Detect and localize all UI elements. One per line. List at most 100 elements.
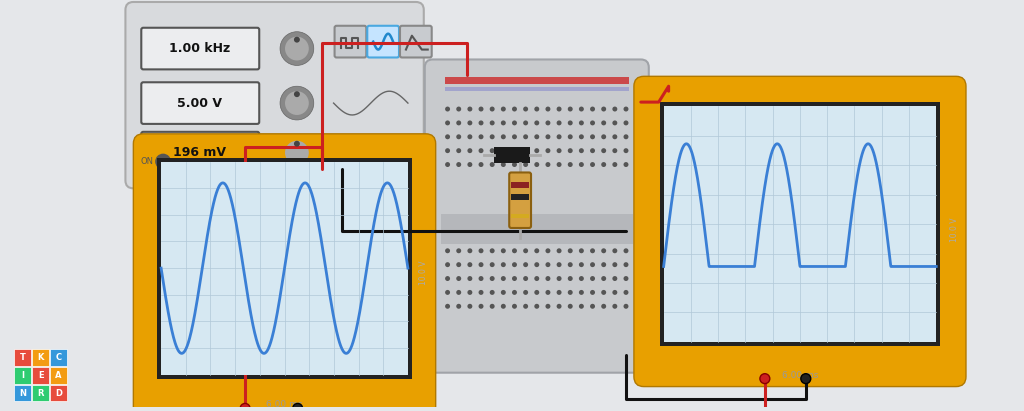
Circle shape (567, 262, 572, 267)
Circle shape (512, 304, 517, 309)
Circle shape (760, 374, 770, 383)
FancyBboxPatch shape (141, 132, 259, 173)
Circle shape (624, 304, 629, 309)
Circle shape (501, 120, 506, 125)
Bar (440, 214, 633, 244)
Circle shape (546, 304, 551, 309)
Circle shape (535, 106, 540, 111)
Circle shape (478, 262, 483, 267)
Circle shape (512, 134, 517, 139)
Circle shape (457, 106, 461, 111)
Circle shape (489, 262, 495, 267)
Circle shape (512, 248, 517, 253)
Circle shape (457, 162, 461, 167)
Circle shape (467, 120, 472, 125)
Circle shape (579, 120, 584, 125)
Circle shape (523, 276, 528, 281)
Text: 10.0 V: 10.0 V (949, 217, 958, 242)
Circle shape (445, 106, 451, 111)
Text: 5.00 V: 5.00 V (177, 97, 222, 110)
Circle shape (590, 262, 595, 267)
Bar (511, 214, 529, 218)
Circle shape (501, 276, 506, 281)
Circle shape (579, 148, 584, 153)
Circle shape (457, 120, 461, 125)
Circle shape (478, 134, 483, 139)
FancyBboxPatch shape (141, 82, 259, 124)
Circle shape (294, 141, 300, 147)
Circle shape (579, 290, 584, 295)
Circle shape (601, 304, 606, 309)
Circle shape (801, 374, 811, 383)
Circle shape (579, 276, 584, 281)
Circle shape (445, 134, 451, 139)
Bar (14, 349, 32, 366)
Bar (161, 162, 408, 375)
Circle shape (467, 290, 472, 295)
Circle shape (590, 134, 595, 139)
Circle shape (478, 148, 483, 153)
Text: ON: ON (140, 157, 154, 166)
Circle shape (590, 304, 595, 309)
Circle shape (601, 276, 606, 281)
Circle shape (557, 134, 561, 139)
Text: N: N (19, 388, 27, 397)
Circle shape (612, 134, 617, 139)
Circle shape (523, 106, 528, 111)
FancyBboxPatch shape (509, 173, 531, 228)
Circle shape (512, 290, 517, 295)
Circle shape (579, 134, 584, 139)
Circle shape (612, 304, 617, 309)
Circle shape (467, 162, 472, 167)
Circle shape (590, 106, 595, 111)
Bar (444, 87, 629, 91)
Circle shape (612, 162, 617, 167)
Text: K: K (38, 353, 44, 362)
Circle shape (579, 304, 584, 309)
Circle shape (478, 162, 483, 167)
Circle shape (557, 290, 561, 295)
Bar (32, 349, 49, 366)
Circle shape (624, 134, 629, 139)
Bar (50, 367, 67, 383)
Circle shape (285, 141, 309, 164)
Circle shape (590, 290, 595, 295)
Bar (50, 349, 67, 366)
Circle shape (457, 148, 461, 153)
Text: I: I (22, 371, 25, 380)
Circle shape (501, 134, 506, 139)
Circle shape (156, 154, 171, 169)
Circle shape (590, 120, 595, 125)
Circle shape (523, 134, 528, 139)
Circle shape (501, 106, 506, 111)
Bar (664, 106, 936, 342)
Circle shape (457, 134, 461, 139)
Circle shape (624, 106, 629, 111)
Text: 196 mV: 196 mV (173, 146, 226, 159)
Circle shape (612, 248, 617, 253)
Bar (511, 194, 529, 200)
Circle shape (293, 404, 303, 411)
Circle shape (336, 163, 347, 174)
Text: R: R (38, 388, 44, 397)
Circle shape (567, 276, 572, 281)
Circle shape (512, 106, 517, 111)
Circle shape (445, 120, 451, 125)
Circle shape (489, 162, 495, 167)
Circle shape (557, 248, 561, 253)
Circle shape (501, 162, 506, 167)
FancyBboxPatch shape (634, 76, 966, 387)
Circle shape (457, 290, 461, 295)
Circle shape (445, 148, 451, 153)
Circle shape (478, 290, 483, 295)
Circle shape (601, 120, 606, 125)
Circle shape (489, 248, 495, 253)
Circle shape (612, 148, 617, 153)
Circle shape (501, 248, 506, 253)
Bar (511, 182, 529, 188)
Circle shape (535, 276, 540, 281)
Circle shape (590, 276, 595, 281)
Circle shape (512, 276, 517, 281)
Circle shape (280, 32, 313, 65)
Circle shape (457, 276, 461, 281)
